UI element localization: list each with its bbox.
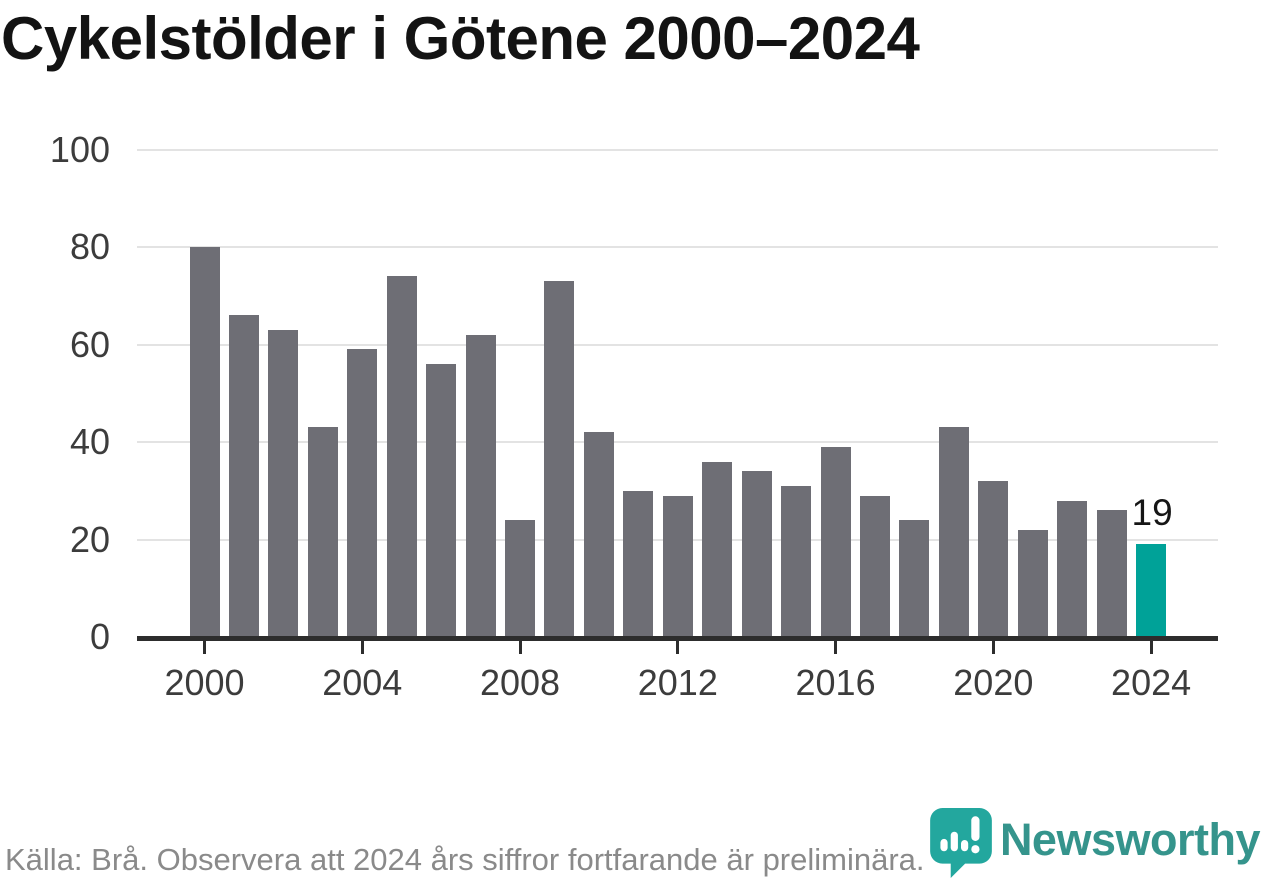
y-axis-label-80: 80	[69, 226, 110, 268]
newsworthy-logo-text: Newsworthy	[999, 814, 1261, 865]
bar-2001	[228, 315, 259, 637]
x-axis-label-2004: 2004	[322, 662, 403, 703]
source-note: Källa: Brå. Observera att 2024 års siffr…	[5, 842, 925, 877]
x-axis-tick-2008	[518, 641, 522, 654]
bar-2023	[1096, 510, 1127, 637]
bar-2003	[307, 427, 338, 637]
bar-2020	[978, 481, 1009, 637]
bar-2012	[662, 495, 693, 637]
bar-2000	[189, 247, 220, 637]
x-axis-label-2020: 2020	[953, 662, 1034, 703]
bar-2024	[1136, 544, 1167, 637]
bar-2008	[505, 520, 536, 637]
chart-bubble-icon	[930, 808, 992, 878]
x-axis-label-2012: 2012	[637, 662, 718, 703]
x-axis-tick-2012	[676, 641, 680, 654]
x-axis-line	[137, 636, 1218, 641]
bar-2022	[1057, 500, 1088, 637]
bar-2019	[938, 427, 969, 637]
y-axis-label-100: 100	[49, 128, 110, 170]
x-axis-label-2024: 2024	[1111, 662, 1192, 703]
bar-2002	[268, 329, 299, 637]
value-label-2024: 19	[1131, 492, 1173, 534]
bar-2006	[426, 364, 457, 637]
x-axis-label-2000: 2000	[164, 662, 245, 703]
x-axis-tick-2020	[991, 641, 995, 654]
bar-2004	[347, 349, 378, 637]
x-axis-label-2008: 2008	[479, 662, 561, 703]
gridline-100	[137, 148, 1218, 151]
gridline-60	[137, 343, 1218, 346]
bar-2005	[386, 276, 417, 637]
gridline-40	[137, 441, 1218, 443]
bar-2018	[899, 520, 930, 637]
bar-2010	[583, 432, 614, 637]
bar-2014	[741, 471, 772, 637]
bar-2007	[465, 334, 496, 637]
bar-2016	[820, 446, 851, 637]
bar-2017	[860, 495, 890, 637]
y-axis-label-0: 0	[89, 616, 110, 657]
chart-title: Cykelstölder i Götene 2000–2024	[1, 5, 920, 72]
x-axis-tick-2000	[203, 641, 206, 654]
y-axis-label-40: 40	[69, 421, 110, 462]
bar-2011	[623, 490, 654, 637]
y-axis-label-20: 20	[69, 518, 110, 560]
bar-2013	[702, 461, 733, 637]
bar-2021	[1017, 529, 1048, 637]
y-axis-label-60: 60	[69, 323, 110, 365]
x-axis-label-2016: 2016	[795, 662, 876, 703]
bar-2015	[781, 485, 812, 637]
newsworthy-logo: Newsworthy	[928, 806, 1261, 878]
bar-2009	[544, 281, 575, 637]
x-axis-tick-2016	[834, 641, 838, 654]
x-axis-tick-2004	[360, 641, 364, 654]
x-axis-tick-2024	[1149, 641, 1153, 654]
bar-chart: 0 20 40 60 80 100 2000 2004 2008 2012 2016 2020 2024…	[49, 128, 1218, 703]
gridline-80	[137, 246, 1218, 249]
